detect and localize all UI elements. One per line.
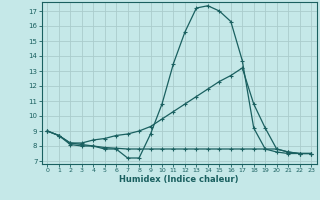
X-axis label: Humidex (Indice chaleur): Humidex (Indice chaleur) (119, 175, 239, 184)
